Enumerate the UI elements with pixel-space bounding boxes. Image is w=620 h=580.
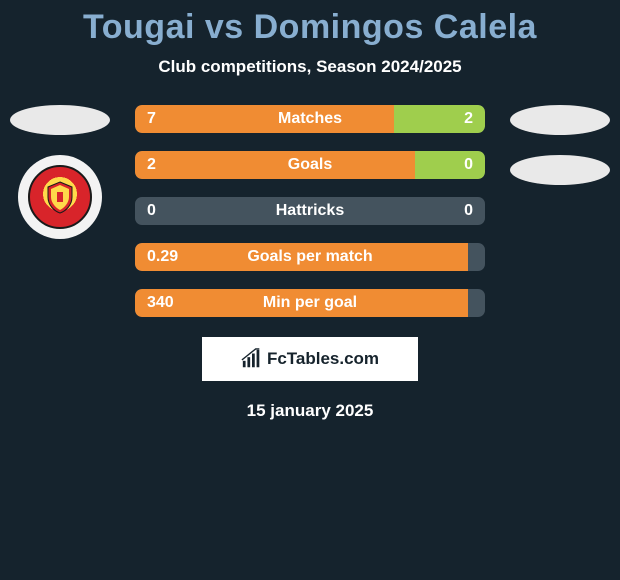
page-title: Tougai vs Domingos Calela bbox=[83, 8, 537, 47]
stat-label: Hattricks bbox=[135, 202, 485, 220]
stat-value-right: 0 bbox=[464, 156, 473, 174]
stat-row: 340Min per goal bbox=[135, 289, 485, 317]
stat-row: 7Matches2 bbox=[135, 105, 485, 133]
stat-label: Goals per match bbox=[135, 248, 485, 266]
esperance-tunis-icon bbox=[28, 165, 92, 229]
right-team-column bbox=[510, 105, 610, 205]
left-team-column bbox=[10, 105, 110, 239]
stat-value-right: 2 bbox=[464, 110, 473, 128]
stat-value-right: 0 bbox=[464, 202, 473, 220]
bar-chart-icon bbox=[241, 348, 263, 370]
left-player-placeholder bbox=[10, 105, 110, 135]
date-text: 15 january 2025 bbox=[247, 401, 374, 421]
page-subtitle: Club competitions, Season 2024/2025 bbox=[158, 57, 461, 77]
stats-area: 7Matches22Goals00Hattricks00.29Goals per… bbox=[0, 105, 620, 317]
stat-row: 0.29Goals per match bbox=[135, 243, 485, 271]
left-club-badge bbox=[18, 155, 102, 239]
brand-box: FcTables.com bbox=[202, 337, 418, 381]
stat-bars: 7Matches22Goals00Hattricks00.29Goals per… bbox=[135, 105, 485, 317]
stat-label: Min per goal bbox=[135, 294, 485, 312]
stat-label: Goals bbox=[135, 156, 485, 174]
brand-text: FcTables.com bbox=[267, 349, 379, 369]
stat-row: 2Goals0 bbox=[135, 151, 485, 179]
shield-icon bbox=[42, 179, 78, 215]
right-player-placeholder bbox=[510, 105, 610, 135]
right-club-placeholder bbox=[510, 155, 610, 185]
stat-row: 0Hattricks0 bbox=[135, 197, 485, 225]
stat-label: Matches bbox=[135, 110, 485, 128]
